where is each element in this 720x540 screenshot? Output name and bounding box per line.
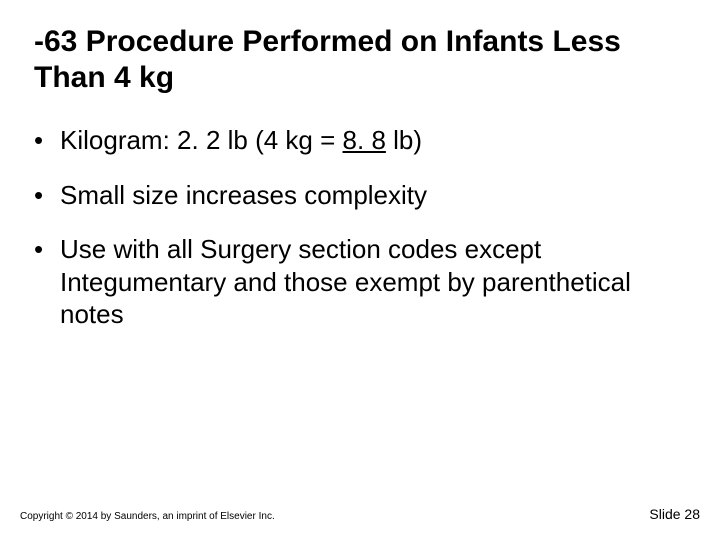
bullet-list: Kilogram: 2. 2 lb (4 kg = 8. 8 lb) Small… xyxy=(34,124,686,331)
bullet-item-2: Small size increases complexity xyxy=(34,179,686,212)
bullet-1-prefix: Kilogram: 2. 2 lb (4 kg = xyxy=(60,125,343,155)
copyright-text: Copyright © 2014 by Saunders, an imprint… xyxy=(20,511,275,522)
bullet-1-underlined: 8. 8 xyxy=(343,125,386,155)
bullet-item-1: Kilogram: 2. 2 lb (4 kg = 8. 8 lb) xyxy=(34,124,686,157)
slide-number: Slide 28 xyxy=(649,506,700,522)
bullet-item-3: Use with all Surgery section codes excep… xyxy=(34,233,686,331)
slide-title: -63 Procedure Performed on Infants Less … xyxy=(34,24,686,96)
footer: Copyright © 2014 by Saunders, an imprint… xyxy=(20,506,700,522)
slide: -63 Procedure Performed on Infants Less … xyxy=(0,0,720,540)
bullet-1-suffix: lb) xyxy=(386,125,422,155)
